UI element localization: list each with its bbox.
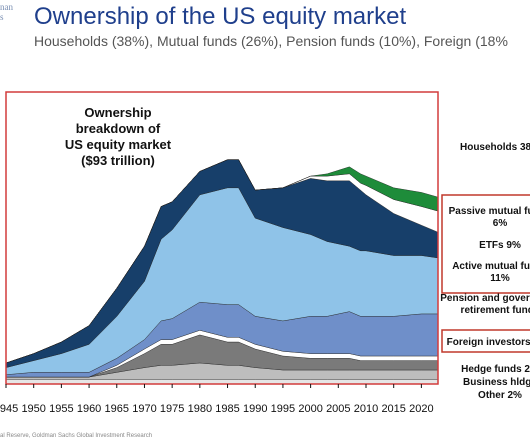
right-labels: Households 38% Passive mutual funds6% ETFs… bbox=[440, 142, 530, 401]
right-label-pension: Pension and government bbox=[440, 293, 530, 304]
x-tick-label: 1975 bbox=[160, 403, 184, 415]
x-tick-label: 1965 bbox=[105, 403, 129, 415]
right-label-business: Business hldgs bbox=[463, 377, 530, 388]
right-label-active: Active mutual funds bbox=[452, 261, 530, 272]
x-tick-label: 1985 bbox=[215, 403, 239, 415]
right-label-passive-pct: 6% bbox=[493, 218, 508, 229]
x-tick-label: 1995 bbox=[271, 403, 295, 415]
fund-labels-box bbox=[441, 194, 530, 294]
x-tick-label: 2015 bbox=[381, 403, 405, 415]
right-label-pension-2: retirement funds bbox=[461, 305, 530, 316]
x-tick-label: 2010 bbox=[354, 403, 378, 415]
inset-line-0: Ownership bbox=[84, 105, 151, 120]
x-tick-label: 2000 bbox=[298, 403, 322, 415]
x-tick-label: 1945 bbox=[0, 403, 18, 415]
logo-text: nan bbox=[0, 2, 13, 12]
foreign-label-box bbox=[441, 329, 530, 353]
right-label-other: Other 2% bbox=[478, 390, 522, 401]
page-title: Ownership of the US equity market bbox=[34, 3, 407, 30]
x-tick-label: 2005 bbox=[326, 403, 350, 415]
x-tick-label: 2020 bbox=[409, 403, 433, 415]
right-label-households: Households 38% bbox=[460, 142, 530, 153]
x-tick-label: 1970 bbox=[132, 403, 156, 415]
right-label-hedge: Hedge funds 2% bbox=[461, 364, 530, 375]
x-tick-label: 1980 bbox=[188, 403, 212, 415]
plot-frame bbox=[5, 91, 439, 385]
brand-logo: nan s bbox=[0, 2, 22, 30]
page-subtitle: Households (38%), Mutual funds (26%), Pe… bbox=[34, 33, 508, 49]
right-label-etfs: ETFs 9% bbox=[479, 240, 521, 251]
x-axis-ticks: 1945195019551960196519701975198019851990… bbox=[0, 384, 434, 415]
inset-line-1: breakdown of bbox=[76, 121, 161, 136]
logo-text-2: s bbox=[0, 12, 4, 22]
right-label-foreign: Foreign investors 18% bbox=[447, 337, 530, 348]
x-tick-label: 1990 bbox=[243, 403, 267, 415]
right-label-active-pct: 11% bbox=[490, 273, 510, 284]
inset-line-3: ($93 trillion) bbox=[81, 153, 155, 168]
x-tick-label: 1955 bbox=[49, 403, 73, 415]
x-tick-label: 1950 bbox=[21, 403, 45, 415]
x-tick-label: 1960 bbox=[77, 403, 101, 415]
area-series-group bbox=[5, 159, 439, 385]
source-footnote: al Reserve, Goldman Sachs Global Investm… bbox=[0, 433, 153, 439]
inset-line-2: US equity market bbox=[65, 137, 172, 152]
right-label-passive: Passive mutual funds bbox=[449, 206, 530, 217]
